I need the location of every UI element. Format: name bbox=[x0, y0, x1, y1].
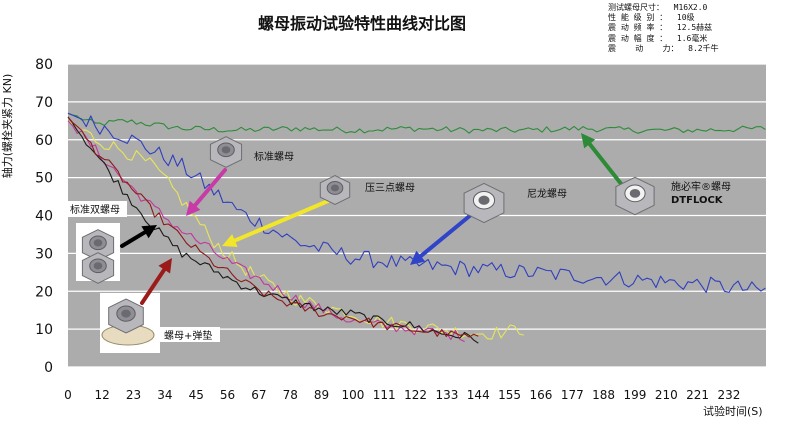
x-tick-label: 210 bbox=[655, 388, 678, 402]
series-line-green bbox=[67, 112, 766, 134]
axis-layer: 0 10 20 30 40 50 60 70 80 0 12 23 34 45 56 67 78 89 100 111… bbox=[35, 57, 740, 402]
grid-layer bbox=[68, 63, 766, 368]
x-tick-label: 89 bbox=[314, 388, 329, 402]
spec-amplitude: 震 动 幅 度 ： 1.6毫米 bbox=[608, 33, 708, 43]
label-three-point-nut: 压三点螺母 bbox=[365, 182, 415, 194]
x-tick-label: 199 bbox=[623, 388, 646, 402]
x-tick-label: 56 bbox=[220, 388, 235, 402]
x-tick-label: 133 bbox=[435, 388, 458, 402]
nylon-nut-icon bbox=[463, 182, 505, 224]
series-line-black bbox=[67, 116, 479, 344]
nut-bore bbox=[93, 262, 103, 270]
arrow-shaft bbox=[120, 230, 147, 248]
double-nut-icon bbox=[81, 229, 115, 261]
label-dtflock-top: 施必牢®螺母 bbox=[671, 180, 731, 193]
y-tick-label: 80 bbox=[35, 57, 53, 73]
arrow-three-point-nut bbox=[222, 199, 330, 247]
x-tick-label: 12 bbox=[95, 388, 110, 402]
x-tick-label: 232 bbox=[718, 388, 741, 402]
y-tick-label: 40 bbox=[35, 209, 53, 225]
arrow-head bbox=[158, 258, 172, 274]
series-line-magenta bbox=[67, 120, 465, 343]
arrow-shaft bbox=[418, 212, 474, 259]
spec-force: 震 动 力： 8.2千牛 bbox=[608, 43, 719, 53]
arrow-head bbox=[141, 225, 157, 239]
x-tick-label: 45 bbox=[189, 388, 204, 402]
spec-grade: 性 能 级 别 ： 10级 bbox=[608, 13, 695, 23]
x-tick-label: 100 bbox=[341, 388, 364, 402]
standard-nut-icon bbox=[209, 136, 243, 168]
arrow-shaft bbox=[193, 168, 227, 208]
y-tick-label: 10 bbox=[35, 322, 53, 338]
y-tick-label: 0 bbox=[44, 360, 53, 376]
x-tick-label: 188 bbox=[592, 388, 615, 402]
x-tick-label: 122 bbox=[404, 388, 427, 402]
x-tick-label: 166 bbox=[529, 388, 552, 402]
x-tick-label: 0 bbox=[64, 388, 72, 402]
test-specs-panel: 测试螺母尺寸： M16X2.0 性 能 级 别 ： 10级 震 动 频 率 ： … bbox=[608, 3, 719, 54]
arrow-head bbox=[581, 133, 596, 149]
arrow-dtflock-nut bbox=[581, 133, 624, 187]
label-bg-nut-washer bbox=[158, 327, 220, 342]
arrow-nylon-nut bbox=[410, 212, 474, 265]
y-tick-label: 70 bbox=[35, 95, 53, 111]
spec-frequency: 震 动 频 率 ： 12.5赫兹 bbox=[608, 23, 713, 33]
arrow-double-nut bbox=[120, 225, 157, 248]
x-tick-label: 23 bbox=[126, 388, 141, 402]
arrow-head bbox=[186, 200, 201, 216]
nut-bore bbox=[478, 195, 490, 205]
x-tick-label: 221 bbox=[686, 388, 709, 402]
three-point-nut-icon bbox=[319, 175, 351, 205]
arrow-shaft bbox=[140, 267, 167, 305]
series-line-darkred bbox=[67, 116, 479, 338]
y-tick-label: 30 bbox=[35, 246, 53, 262]
arrow-standard-nut bbox=[186, 168, 227, 216]
nut-bore bbox=[330, 184, 340, 192]
series-line-yellow bbox=[67, 120, 524, 340]
y-tick-label: 50 bbox=[35, 171, 53, 187]
arrow-shaft bbox=[232, 199, 330, 243]
label-nut-washer: 螺母+弹垫 bbox=[164, 329, 212, 342]
label-bg-double-nut bbox=[65, 201, 127, 217]
x-tick-label: 34 bbox=[157, 388, 172, 402]
label-dtflock-bottom: DTFLOCK bbox=[671, 195, 724, 206]
label-standard-nut: 标准螺母 bbox=[254, 151, 294, 163]
label-nylon-nut: 尼龙螺母 bbox=[527, 187, 567, 200]
arrow-nut-washer bbox=[140, 258, 172, 305]
nut-bore bbox=[221, 146, 231, 154]
arrow-head bbox=[222, 234, 238, 247]
nut-bore bbox=[93, 239, 103, 247]
label-double-nut: 标准双螺母 bbox=[70, 204, 120, 216]
chart-title: 螺母振动试验特性曲线对比图 bbox=[258, 14, 467, 33]
nut-bore bbox=[121, 309, 131, 318]
x-tick-label: 144 bbox=[467, 388, 490, 402]
x-tick-label: 111 bbox=[373, 388, 396, 402]
x-tick-label: 78 bbox=[283, 388, 298, 402]
x-tick-label: 177 bbox=[561, 388, 584, 402]
double-nut-lower-icon bbox=[81, 252, 115, 284]
nut-washer-icon bbox=[108, 298, 144, 334]
dtflock-nut-icon bbox=[615, 176, 655, 216]
arrow-shaft bbox=[587, 141, 624, 187]
arrow-head bbox=[410, 250, 426, 265]
x-axis-label: 试验时间(S) bbox=[703, 405, 763, 418]
y-tick-label: 20 bbox=[35, 284, 53, 300]
x-tick-label: 155 bbox=[498, 388, 521, 402]
spec-nut-size: 测试螺母尺寸： M16X2.0 bbox=[608, 3, 708, 12]
nut-bore bbox=[629, 188, 641, 198]
x-tick-label: 67 bbox=[251, 388, 266, 402]
y-tick-label: 60 bbox=[35, 133, 53, 149]
